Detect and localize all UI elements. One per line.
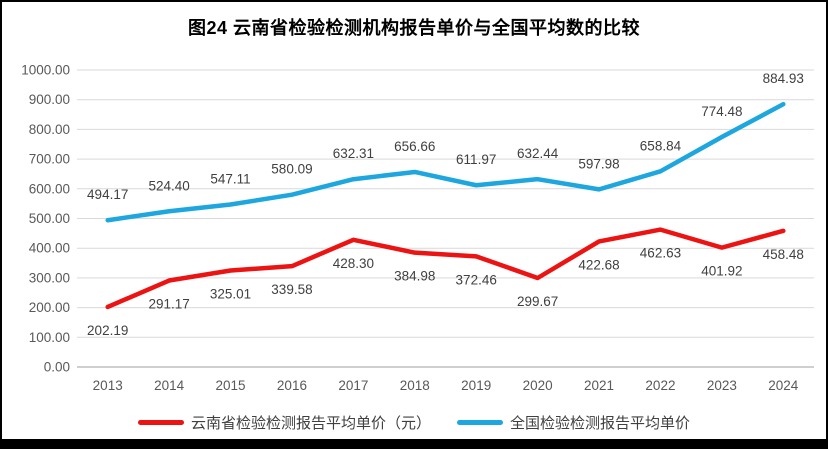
data-label: 547.11 [210, 172, 250, 187]
x-tick-label: 2021 [584, 378, 614, 393]
data-label: 299.67 [517, 294, 558, 309]
x-tick-label: 2019 [461, 378, 491, 393]
x-tick-label: 2022 [645, 378, 675, 393]
chart-title: 图24 云南省检验检测机构报告单价与全国平均数的比较 [187, 18, 641, 38]
x-tick-label: 2023 [707, 378, 737, 393]
legend: 云南省检验检测报告平均单价（元） 全国检验检测报告平均单价 [2, 412, 826, 433]
legend-item-national: 全国检验检测报告平均单价 [457, 412, 690, 433]
data-label: 401.92 [701, 264, 742, 279]
y-tick-label: 800.00 [29, 122, 70, 137]
x-tick-label: 2017 [338, 378, 368, 393]
data-label: 325.01 [210, 286, 251, 301]
x-tick-label: 2016 [277, 378, 307, 393]
y-tick-label: 700.00 [29, 152, 70, 167]
data-label: 339.58 [271, 282, 312, 297]
y-tick-label: 0.00 [44, 360, 70, 375]
y-tick-label: 400.00 [29, 241, 70, 256]
data-label: 291.17 [148, 297, 189, 312]
x-tick-label: 2020 [523, 378, 553, 393]
data-label: 422.68 [578, 257, 619, 272]
data-label: 494.17 [87, 187, 128, 202]
data-label: 884.93 [763, 71, 804, 86]
legend-swatch-yunnan [137, 420, 184, 425]
data-label: 656.66 [394, 139, 435, 154]
data-label: 597.98 [578, 156, 619, 171]
x-tick-label: 2013 [93, 378, 123, 393]
data-label: 202.19 [87, 323, 128, 338]
x-tick-label: 2024 [768, 378, 799, 393]
data-label: 774.48 [701, 104, 742, 119]
x-tick-label: 2014 [154, 378, 185, 393]
y-tick-label: 600.00 [29, 181, 70, 196]
data-label: 458.48 [763, 247, 804, 262]
data-label: 524.40 [148, 178, 189, 193]
data-label: 632.44 [517, 146, 559, 161]
y-tick-label: 900.00 [29, 92, 70, 107]
data-label: 611.97 [456, 152, 496, 167]
data-label: 372.46 [456, 272, 497, 287]
y-tick-label: 200.00 [29, 300, 70, 315]
legend-item-yunnan: 云南省检验检测报告平均单价（元） [137, 412, 431, 433]
data-label: 632.31 [333, 146, 374, 161]
y-tick-label: 500.00 [29, 211, 70, 226]
x-tick-label: 2018 [400, 378, 430, 393]
y-tick-label: 300.00 [29, 270, 70, 285]
legend-label-yunnan: 云南省检验检测报告平均单价（元） [190, 415, 431, 432]
bottom-border-bar [2, 439, 826, 447]
x-tick-label: 2015 [216, 378, 246, 393]
y-tick-label: 100.00 [29, 330, 70, 345]
data-label: 384.98 [394, 269, 435, 284]
y-tick-label: 1000.00 [21, 63, 70, 78]
data-label: 462.63 [640, 246, 681, 261]
data-label: 428.30 [333, 256, 374, 271]
series-line-0 [105, 227, 786, 310]
legend-swatch-national [457, 420, 503, 425]
data-label: 658.84 [640, 138, 682, 153]
series-line-1 [105, 101, 786, 223]
legend-label-national: 全国检验检测报告平均单价 [510, 415, 691, 432]
data-label: 580.09 [271, 162, 312, 177]
